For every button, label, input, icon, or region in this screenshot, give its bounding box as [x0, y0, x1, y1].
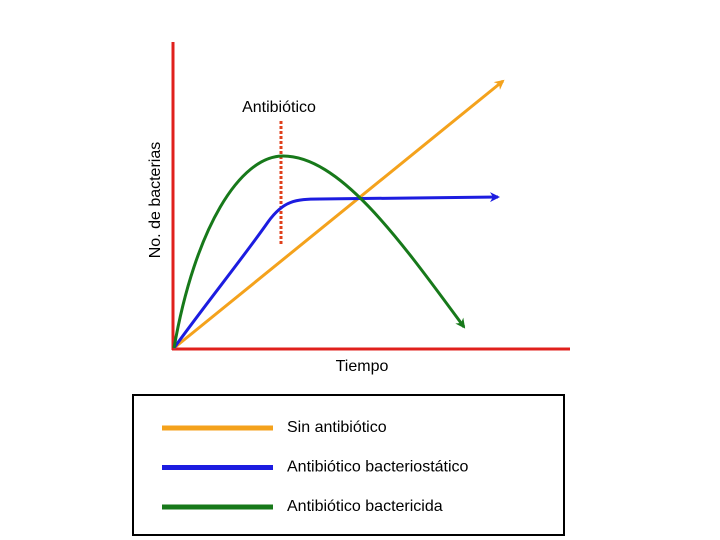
- antibiotic-label: Antibiótico: [242, 99, 316, 116]
- y-axis-label: No. de bacterias: [147, 142, 164, 259]
- curve-bactericidal: [172, 154, 466, 349]
- x-axis-label: Tiempo: [336, 358, 389, 375]
- legend-label: Sin antibiótico: [287, 419, 387, 436]
- legend: Sin antibiótico Antibiótico bacteriostáti…: [162, 419, 469, 515]
- legend-label: Antibiótico bacteriostático: [287, 459, 469, 476]
- legend-label: Antibiótico bactericida: [287, 498, 443, 515]
- curve-no-antibiotic: [173, 79, 505, 350]
- curve-bacteriostatic: [172, 192, 500, 349]
